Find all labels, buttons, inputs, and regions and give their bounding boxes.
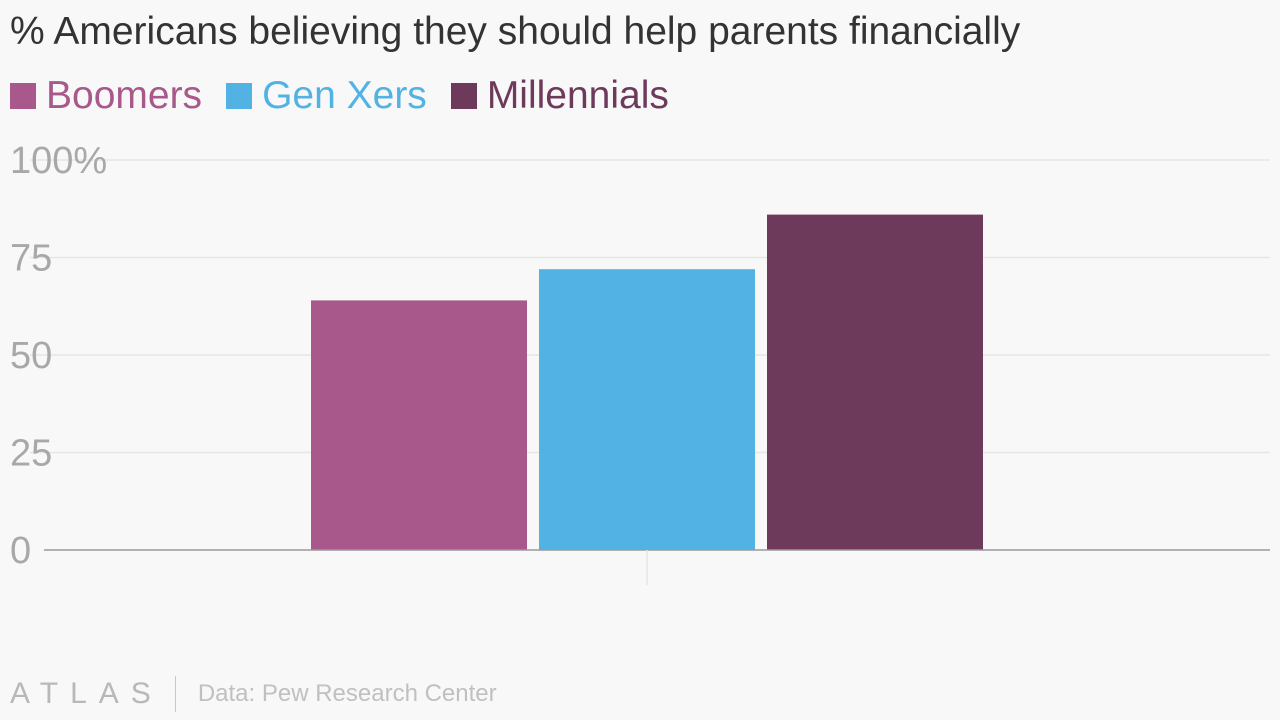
- y-tick-label-50: 50: [10, 335, 52, 377]
- legend-swatch-genx: [226, 83, 253, 109]
- legend-swatch-boomers: [10, 83, 36, 109]
- legend-label-millennials: Millennials: [486, 74, 669, 117]
- atlas-logo: ATLAS: [10, 677, 163, 710]
- legend-label-boomers: Boomers: [46, 74, 203, 117]
- bar-boomers: [311, 300, 527, 550]
- y-tick-label-0: 0: [10, 530, 31, 572]
- legend-item-boomers: Boomers: [10, 74, 202, 118]
- legend-item-millennials: Millennials: [450, 74, 669, 118]
- footer: ATLAS Data: Pew Research Center: [10, 676, 497, 712]
- legend-item-genx: Gen Xers: [226, 74, 427, 118]
- legend: Boomers Gen Xers Millennials: [10, 74, 693, 118]
- legend-label-genx: Gen Xers: [262, 74, 427, 117]
- bar-genx: [539, 269, 755, 550]
- y-tick-label-25: 25: [10, 433, 52, 475]
- y-tick-label-75: 75: [10, 238, 52, 280]
- legend-swatch-millennials: [450, 83, 477, 109]
- y-tick-label-100: 100%: [10, 140, 107, 182]
- source-note: Data: Pew Research Center: [197, 680, 497, 707]
- chart-title: % Americans believing they should help p…: [10, 10, 1021, 53]
- bar-millennials: [767, 214, 983, 550]
- footer-divider: [174, 676, 176, 712]
